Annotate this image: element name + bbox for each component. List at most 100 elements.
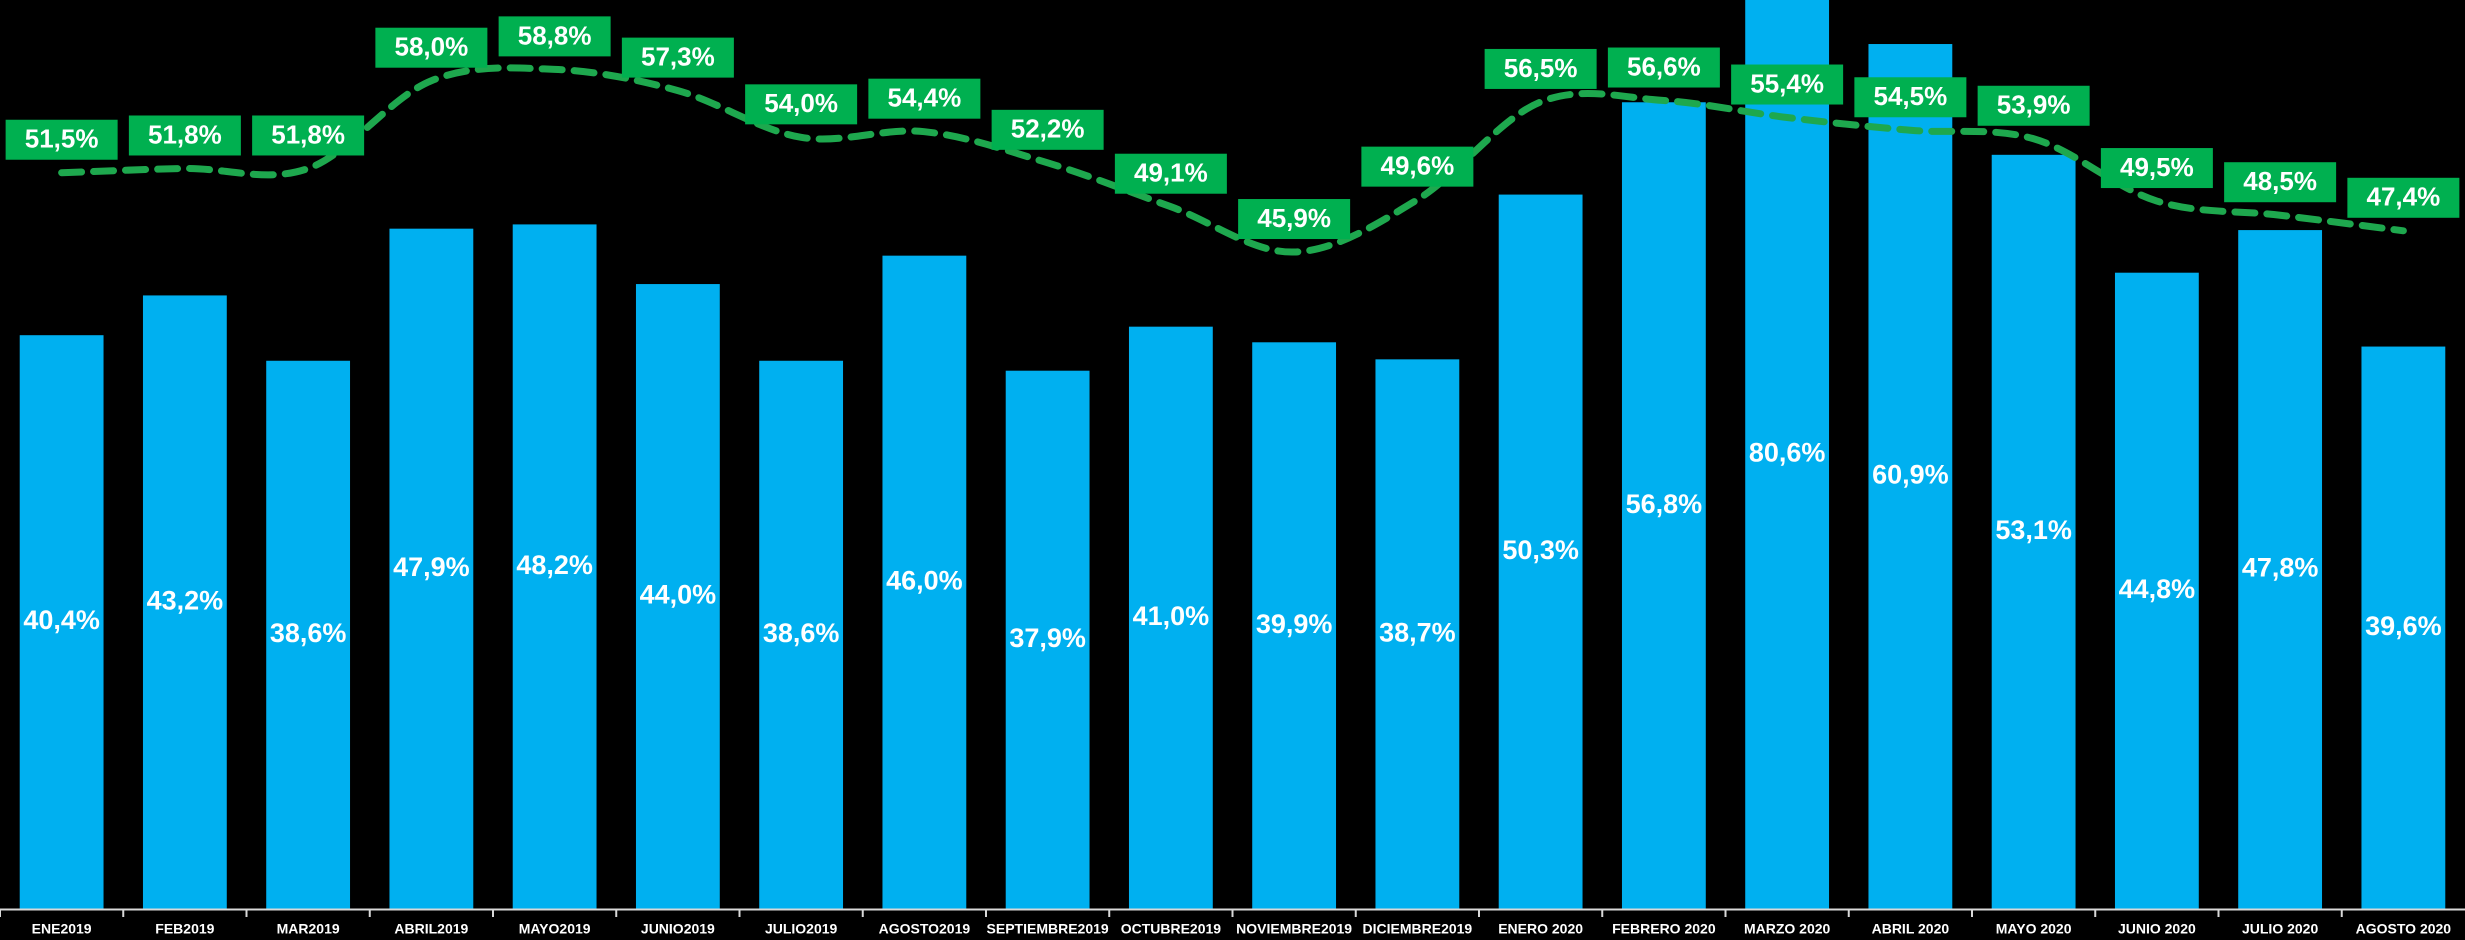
- x-tick-label: SEPTIEMBRE2019: [987, 921, 1109, 937]
- line-value-label: 53,9%: [1997, 90, 2071, 120]
- line-value-label: 52,2%: [1011, 114, 1085, 144]
- x-tick-label: MAYO2019: [519, 921, 591, 937]
- line-label-box: [128, 115, 241, 156]
- line-value-label: 54,5%: [1874, 81, 1948, 111]
- bar: [512, 224, 597, 909]
- bar-value-label: 56,8%: [1626, 489, 1703, 519]
- line-label-box: [1361, 146, 1474, 187]
- x-tick-label: NOVIEMBRE2019: [1236, 921, 1352, 937]
- bar: [389, 228, 474, 909]
- bar: [266, 360, 351, 909]
- line-label-box: [868, 78, 981, 119]
- line-value-label: 58,0%: [395, 32, 469, 62]
- x-tick-label: MAR2019: [277, 921, 340, 937]
- x-tick-label: FEBRERO 2020: [1612, 921, 1716, 937]
- bar: [142, 295, 227, 909]
- x-tick-label: AGOSTO2019: [879, 921, 971, 937]
- line-value-label: 49,1%: [1134, 158, 1208, 188]
- bar-value-label: 37,9%: [1009, 623, 1086, 653]
- bar-value-label: 39,6%: [2365, 611, 2442, 641]
- line-value-label: 45,9%: [1257, 203, 1331, 233]
- bar: [1005, 370, 1090, 909]
- line-label-box: [2224, 162, 2337, 203]
- line: [58, 64, 2407, 256]
- bar-value-label: 44,0%: [640, 580, 717, 610]
- line-label-box: [1731, 64, 1844, 105]
- x-tick-label: MARZO 2020: [1744, 921, 1831, 937]
- bar-value-label: 40,4%: [23, 605, 100, 635]
- line-value-label: 56,6%: [1627, 51, 1701, 81]
- x-tick-label: JUNIO 2020: [2118, 921, 2196, 937]
- bar-value-label: 47,8%: [2242, 553, 2319, 583]
- bar-value-label: 46,0%: [886, 565, 963, 595]
- bar-value-label: 44,8%: [2119, 574, 2196, 604]
- x-tick-label: ENERO 2020: [1498, 921, 1583, 937]
- line-label-box: [2100, 148, 2213, 189]
- bar: [2114, 272, 2199, 909]
- line-value-label: 49,5%: [2120, 152, 2194, 182]
- line-label-box: [1114, 153, 1227, 194]
- line-value-label: 49,6%: [1381, 151, 1455, 181]
- bar-value-label: 60,9%: [1872, 460, 1949, 490]
- x-tick-label: DICIEMBRE2019: [1363, 921, 1473, 937]
- x-tick-label: MAYO 2020: [1996, 921, 2072, 937]
- line-value-label: 51,8%: [271, 119, 345, 149]
- line-label-box: [252, 115, 365, 156]
- bar: [1252, 342, 1337, 909]
- line-value-label: 54,0%: [764, 88, 838, 118]
- x-tick-label: JUNIO2019: [641, 921, 715, 937]
- x-tick-label: FEB2019: [155, 921, 214, 937]
- x-tick-label: AGOSTO 2020: [2356, 921, 2452, 937]
- bar-value-label: 38,7%: [1379, 617, 1456, 647]
- line-value-label: 54,4%: [888, 83, 962, 113]
- bar: [1991, 154, 2076, 909]
- bar: [1128, 326, 1213, 909]
- line-value-label: 55,4%: [1750, 68, 1824, 98]
- bar-value-label: 38,6%: [763, 618, 840, 648]
- line-label-box: [498, 16, 611, 57]
- line-value-label: 47,4%: [2367, 182, 2441, 212]
- bar-value-label: 38,6%: [270, 618, 347, 648]
- x-tick-label: JULIO2019: [765, 921, 838, 937]
- bar: [1498, 194, 1583, 909]
- bar-value-label: 47,9%: [393, 552, 470, 582]
- bar-value-label: 43,2%: [147, 585, 224, 615]
- line-value-label: 57,3%: [641, 41, 715, 71]
- line-value-label: 48,5%: [2243, 166, 2317, 196]
- bar: [759, 360, 844, 909]
- line-label-box: [1484, 48, 1597, 89]
- line-label-box: [745, 84, 858, 125]
- bar: [1868, 44, 1953, 909]
- line-label-box: [2347, 177, 2460, 218]
- line-value-label: 56,5%: [1504, 53, 1578, 83]
- line-label-box: [1238, 199, 1351, 240]
- line-label-box: [5, 119, 118, 160]
- bar-value-label: 50,3%: [1502, 535, 1579, 565]
- bar: [2361, 346, 2446, 909]
- bar: [882, 255, 967, 909]
- line-value-label: 58,8%: [518, 20, 592, 50]
- bar: [19, 335, 104, 909]
- bar-value-label: 48,2%: [516, 550, 593, 580]
- x-tick-label: ENE2019: [32, 921, 92, 937]
- bar: [1745, 0, 1830, 909]
- line-label-box: [991, 109, 1104, 150]
- x-tick-label: ABRIL2019: [394, 921, 468, 937]
- bar-value-label: 80,6%: [1749, 438, 1826, 468]
- line-label-box: [1607, 47, 1720, 88]
- x-tick-label: ABRIL 2020: [1872, 921, 1950, 937]
- bar: [635, 284, 720, 909]
- line-label-box: [375, 27, 488, 68]
- line-value-label: 51,8%: [148, 119, 222, 149]
- line-label-box: [1977, 85, 2090, 126]
- bar-value-label: 41,0%: [1133, 601, 1210, 631]
- bar: [2238, 230, 2323, 909]
- line-label-box: [621, 37, 734, 78]
- line-label-box: [1854, 77, 1967, 118]
- bar: [1621, 102, 1706, 909]
- bar-layer: [19, 0, 2446, 909]
- x-tick-label: JULIO 2020: [2242, 921, 2318, 937]
- bar: [1375, 359, 1460, 909]
- bar-value-label: 53,1%: [1995, 515, 2072, 545]
